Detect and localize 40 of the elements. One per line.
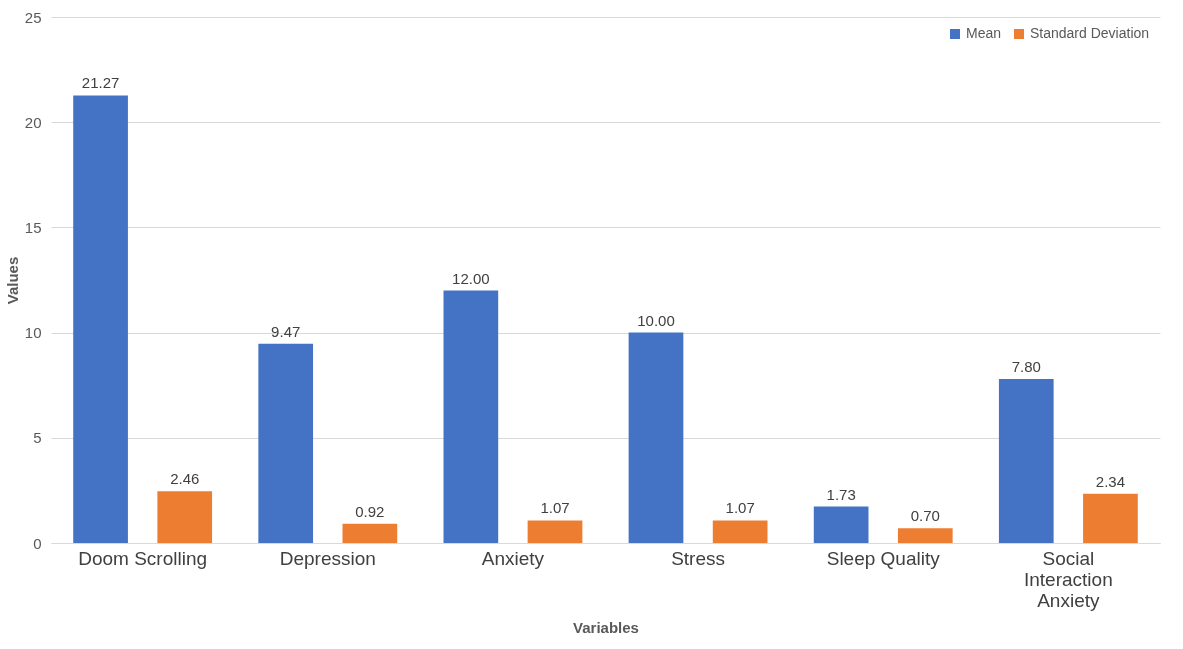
bar	[628, 332, 684, 543]
bar	[258, 343, 314, 543]
data-label: 9.47	[271, 322, 301, 340]
bar	[342, 523, 398, 543]
data-label: 12.00	[452, 269, 490, 287]
x-tick-label: Anxiety	[481, 547, 545, 569]
data-label: 10.00	[637, 311, 675, 329]
x-axis-title: Variables	[573, 618, 639, 636]
y-tick-label: 20	[24, 113, 42, 131]
legend-label: Standard Deviation	[1030, 25, 1150, 41]
data-label: 1.73	[826, 485, 856, 503]
y-tick-label: 25	[24, 8, 42, 26]
data-label: 1.07	[540, 499, 570, 517]
data-label: 0.92	[355, 502, 385, 520]
x-tick-label: Stress	[671, 547, 725, 569]
bar	[998, 378, 1054, 543]
x-tick-label: Depression	[279, 547, 376, 569]
y-tick-label: 5	[33, 429, 42, 447]
x-tick-label: Sleep Quality	[826, 547, 941, 569]
y-tick-label: 10	[24, 324, 42, 342]
data-label: 2.46	[170, 470, 200, 488]
x-tick-label: Social Interaction Anxiety	[1023, 547, 1113, 611]
bar	[443, 290, 499, 543]
data-label: 1.07	[725, 499, 755, 517]
data-label: 0.70	[910, 507, 940, 525]
bar	[73, 95, 128, 543]
data-label: 21.27	[81, 74, 120, 92]
bar	[157, 491, 213, 543]
bar	[897, 528, 953, 543]
y-tick-label: 0	[33, 534, 42, 552]
legend-label: Mean	[966, 25, 1002, 41]
data-label: 2.34	[1095, 472, 1126, 490]
y-tick-label: 15	[24, 218, 42, 236]
bar	[813, 506, 869, 543]
y-axis-title: Values	[3, 256, 21, 305]
bar	[1083, 493, 1138, 543]
x-tick-label: Doom Scrolling	[78, 547, 208, 569]
data-label: 7.80	[1011, 357, 1041, 375]
bar	[712, 520, 768, 543]
bar	[527, 520, 583, 543]
